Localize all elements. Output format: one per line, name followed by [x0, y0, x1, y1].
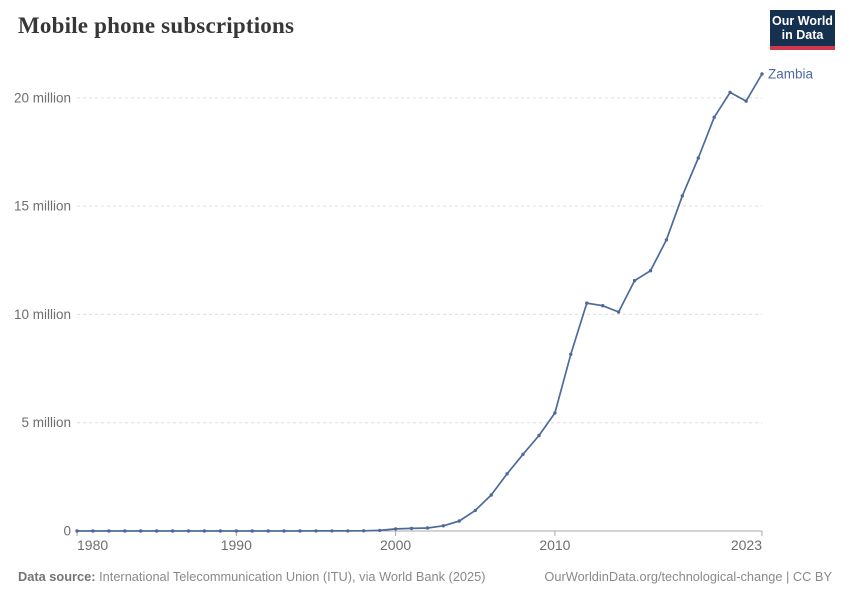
y-axis-tick-label: 0 [63, 524, 71, 539]
data-point[interactable] [91, 529, 95, 533]
chart-title: Mobile phone subscriptions [18, 13, 295, 38]
data-point[interactable] [696, 156, 700, 160]
data-point[interactable] [505, 472, 509, 476]
owid-logo-line1: Our World [772, 14, 833, 28]
data-point[interactable] [139, 529, 143, 533]
data-point[interactable] [489, 493, 493, 497]
data-point[interactable] [218, 529, 223, 533]
x-axis-tick-label: 2000 [380, 537, 411, 553]
data-point[interactable] [521, 452, 525, 456]
data-point[interactable] [569, 352, 573, 356]
data-point[interactable] [760, 72, 764, 76]
data-point[interactable] [107, 529, 111, 533]
data-point[interactable] [393, 527, 398, 531]
data-point[interactable] [664, 238, 669, 242]
data-point[interactable] [234, 529, 238, 533]
data-point[interactable] [330, 529, 334, 533]
data-point[interactable] [346, 529, 350, 533]
data-point[interactable] [616, 310, 621, 314]
data-point[interactable] [378, 528, 382, 533]
data-point[interactable] [250, 529, 254, 533]
data-point[interactable] [425, 526, 430, 530]
data-point[interactable] [362, 529, 366, 533]
data-point[interactable] [314, 529, 318, 533]
owid-logo-line2: in Data [781, 28, 824, 43]
data-point[interactable] [202, 529, 207, 533]
data-point[interactable] [282, 529, 286, 533]
y-axis-tick-label: 10 million [14, 307, 71, 322]
data-point[interactable] [728, 90, 732, 95]
zambia-series-line[interactable] [76, 73, 763, 532]
data-point[interactable] [457, 519, 461, 523]
data-point[interactable] [601, 304, 605, 308]
owid-logo[interactable]: Our World in Data [770, 10, 835, 50]
entity-label[interactable]: Zambia [768, 67, 814, 82]
data-point[interactable] [441, 524, 446, 528]
data-point[interactable] [123, 529, 127, 533]
data-source-line: Data source: International Telecommunica… [18, 569, 486, 584]
data-point[interactable] [170, 529, 175, 533]
data-point[interactable] [553, 411, 557, 415]
attribution-link[interactable]: OurWorldinData.org/technological-change … [544, 569, 832, 584]
x-axis-tick-label: 2010 [539, 537, 570, 553]
x-axis-tick-label: 1980 [77, 537, 108, 553]
data-point[interactable] [186, 529, 191, 533]
data-point[interactable] [298, 529, 302, 533]
y-axis-tick-label: 5 million [21, 415, 71, 430]
data-source-label: Data source: [18, 569, 96, 584]
data-point[interactable] [744, 99, 748, 103]
y-axis-tick-label: 20 million [14, 90, 71, 105]
data-point[interactable] [537, 433, 541, 438]
data-point[interactable] [585, 301, 589, 305]
data-source-text: International Telecommunication Union (I… [95, 569, 486, 584]
data-point[interactable] [712, 115, 716, 120]
chart-footer: Data source: International Telecommunica… [18, 569, 832, 584]
data-point[interactable] [680, 194, 684, 198]
data-point[interactable] [409, 526, 414, 531]
y-axis-tick-label: 15 million [14, 199, 71, 214]
data-point[interactable] [648, 269, 653, 273]
data-point[interactable] [266, 529, 270, 533]
data-point[interactable] [155, 529, 159, 533]
x-axis-tick-label: 1990 [221, 537, 252, 553]
data-point[interactable] [75, 529, 79, 533]
x-axis-tick-label: 2023 [731, 537, 762, 553]
data-point[interactable] [632, 278, 637, 283]
data-point[interactable] [473, 508, 477, 513]
